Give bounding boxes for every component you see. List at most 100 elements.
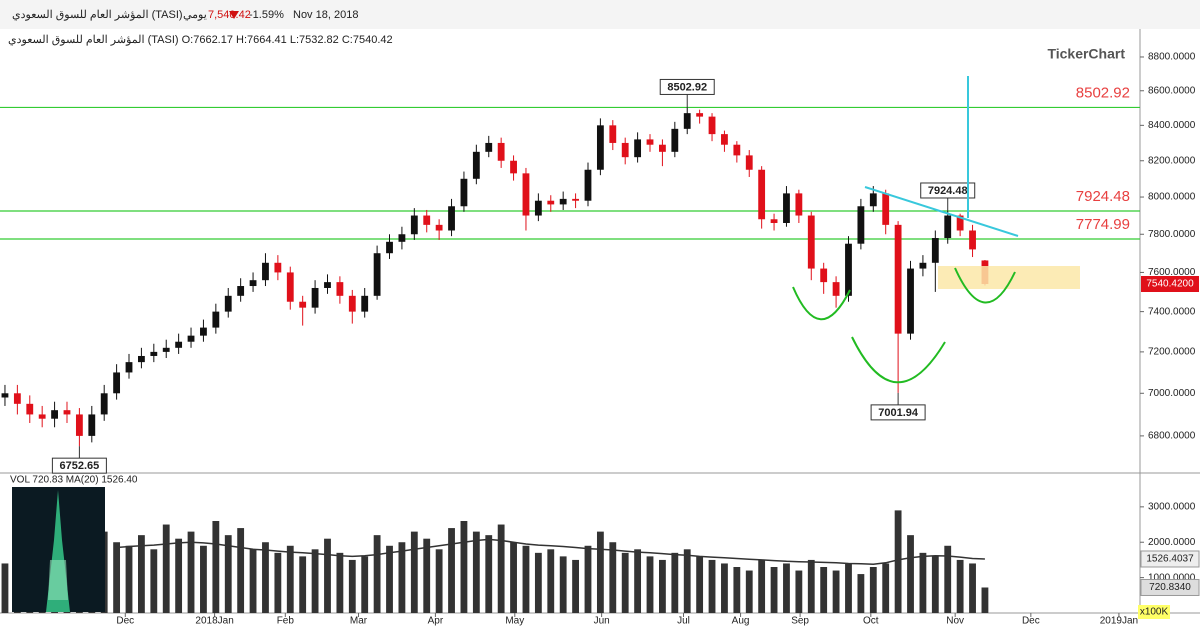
volume-bar (869, 567, 877, 613)
volume-bar (745, 570, 753, 613)
volume-bar (175, 538, 183, 613)
date: Nov 18, 2018 (293, 9, 358, 21)
y-tick-label: 3000.0000 (1148, 501, 1196, 512)
candle-body (559, 198, 567, 205)
x-tick-label: Aug (732, 616, 750, 627)
volume-bar (361, 556, 369, 613)
candle-body (262, 262, 269, 281)
ohlc-line: المؤشر العام للسوق السعودي (TASI) O:7662… (8, 34, 393, 46)
thumbnail (12, 487, 105, 612)
volume-bar (969, 563, 976, 613)
candle-body (348, 295, 356, 312)
level-label: 8502.92 (1076, 84, 1130, 101)
down-arrow (229, 11, 239, 19)
candle-body (956, 215, 964, 231)
volume-bar (237, 528, 245, 613)
candle-body (659, 144, 666, 152)
x-tick-label: Sep (791, 616, 809, 627)
candle-body (237, 286, 245, 296)
volume-bar (956, 559, 964, 613)
tower-light (48, 560, 68, 600)
volume-bar (534, 552, 542, 613)
drawings (792, 76, 1080, 384)
volume-unit: x100K (1140, 607, 1169, 618)
callout-label: 6752.65 (60, 460, 100, 472)
candle-body (138, 355, 145, 363)
volume-bar (386, 545, 393, 613)
candle-body (572, 198, 579, 201)
candle-body (832, 282, 840, 296)
volume-bar (423, 538, 431, 613)
candle-body (373, 253, 381, 296)
callout-box (659, 78, 715, 95)
candle-body (162, 347, 170, 352)
candle-body (212, 311, 220, 328)
volume-bar (138, 535, 145, 613)
y-tick-label: 7000.0000 (1148, 388, 1196, 399)
volume-bar (262, 542, 269, 613)
candle-body (522, 173, 530, 216)
volume-bar (820, 567, 828, 613)
volume-bar (596, 531, 604, 613)
volume-bar (522, 545, 530, 613)
candle-body (336, 282, 344, 296)
y-tick-label: 6800.0000 (1148, 431, 1196, 442)
volume-bar (162, 524, 170, 613)
candle-body (51, 410, 58, 419)
candle-body (807, 215, 815, 269)
volume-bar (981, 587, 989, 613)
candle-body (1, 393, 9, 398)
candle-body (100, 393, 108, 415)
volume-bar (373, 535, 381, 613)
candle-body (311, 287, 319, 308)
last-price-box (1141, 275, 1199, 292)
volume-bar (621, 552, 629, 613)
volume-bar (857, 574, 865, 613)
price: 7,540.42 (208, 9, 251, 21)
volume-bar (150, 549, 158, 613)
y-tick-label: 1000.0000 (1148, 572, 1196, 583)
y-tick-label: 8400.0000 (1148, 120, 1196, 131)
candle-body (497, 142, 505, 161)
volume-bar (807, 559, 815, 613)
volume-bar (311, 549, 319, 613)
y-tick-label: 8200.0000 (1148, 155, 1196, 166)
candle-body (907, 268, 914, 334)
candle-body (944, 215, 952, 239)
volume-bar (547, 549, 555, 613)
candle-body (534, 200, 542, 216)
candle-body (485, 142, 493, 152)
candle-body (63, 410, 71, 415)
callout-label: 8502.92 (667, 81, 707, 93)
volume-bar (1, 563, 9, 613)
volume-bar (832, 570, 840, 613)
volume-bar (435, 549, 443, 613)
volume-bar (882, 563, 890, 613)
candle-body (398, 234, 406, 242)
volume-bar (485, 535, 493, 613)
marks: 6800.0000 7000.0000 7200.0000 7400.0000 7600… (0, 52, 1200, 627)
x-tick-label: Jun (594, 616, 610, 627)
volume-bar (733, 567, 741, 613)
candle-body (435, 224, 443, 231)
volume-bar (770, 567, 778, 613)
level-label: 7774.99 (1076, 216, 1130, 233)
volume-bar (348, 559, 356, 613)
volume-bar (472, 531, 480, 613)
trend-line (864, 186, 1019, 237)
candle-body (125, 362, 133, 373)
candle-body (249, 280, 257, 287)
header-bar (0, 0, 1200, 29)
callout-box (920, 182, 976, 199)
volume-bar (671, 552, 679, 613)
volume-bar (907, 535, 914, 613)
candle-body (882, 193, 890, 225)
zone-box (938, 266, 1080, 289)
volume-bar (410, 531, 418, 613)
volume-label: VOL 720.83 MA(20) 1526.40 (10, 475, 138, 486)
candle-body (795, 193, 803, 216)
candle-body (683, 113, 691, 129)
candle-body (423, 215, 431, 225)
volume-bar (125, 545, 133, 613)
y-tick-label: 8000.0000 (1148, 192, 1196, 203)
